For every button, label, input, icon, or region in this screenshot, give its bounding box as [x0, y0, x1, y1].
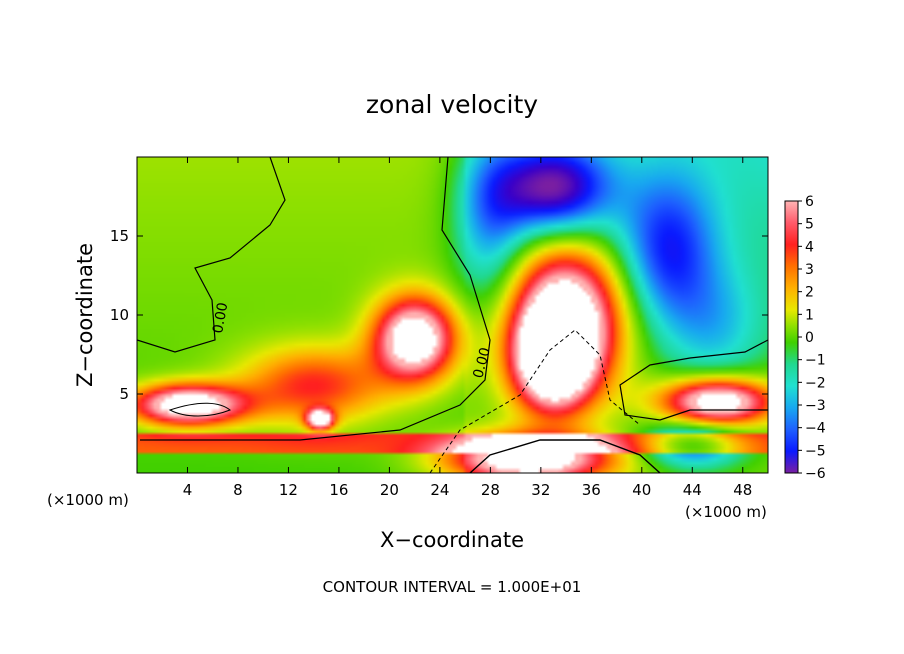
- bubble-contour-line: [168, 402, 231, 417]
- zero-contour-line-center: [140, 157, 491, 441]
- colorbar-tick-label: 1: [805, 307, 814, 323]
- colorbar-tick-label: −1: [805, 353, 826, 369]
- colorbar-tick-label: 3: [805, 262, 814, 278]
- x-tick-label: 20: [380, 481, 399, 499]
- contour-label-left: 0.00: [210, 301, 231, 334]
- negative-contour-line: [429, 329, 641, 473]
- x-tick-label: 24: [430, 481, 449, 499]
- y-axis-label: Z−coordinate: [73, 243, 97, 387]
- contour-label-center: 0.00: [470, 346, 494, 380]
- x-unit-label-left: (×1000 m): [47, 491, 129, 509]
- x-tick-label: 44: [683, 481, 702, 499]
- heatmap-raster: [137, 157, 768, 473]
- y-axis-ticks: 5 10 15: [110, 227, 768, 403]
- x-axis-ticks: 4 8 12 16 20 24 28 32 36 40 44 48: [183, 157, 752, 499]
- colorbar-tick-label: −5: [805, 443, 826, 459]
- x-tick-label: 16: [329, 481, 348, 499]
- colorbar-tick-label: −4: [805, 421, 826, 437]
- x-tick-label: 12: [279, 481, 298, 499]
- chart-title: zonal velocity: [366, 90, 538, 119]
- heatmap-field: 0.00 0.00: [137, 157, 768, 473]
- right-contour-line: [619, 339, 768, 421]
- y-tick-label: 10: [110, 306, 129, 324]
- colorbar-tick-label: −2: [805, 375, 826, 391]
- colorbar-tick-label: 4: [805, 239, 814, 255]
- colorbar-tick-label: 0: [805, 330, 814, 346]
- x-tick-label: 32: [531, 481, 550, 499]
- x-tick-label: 40: [632, 481, 651, 499]
- lower-contour-line: [469, 439, 661, 473]
- zero-contour-line-left: [137, 157, 286, 353]
- y-tick-label: 5: [119, 385, 129, 403]
- x-tick-label: 48: [733, 481, 752, 499]
- colorbar-tick-label: 6: [805, 194, 814, 210]
- x-unit-label-right: (×1000 m): [685, 503, 767, 521]
- x-tick-label: 36: [582, 481, 601, 499]
- contour-lines: [137, 157, 768, 473]
- x-axis-label: X−coordinate: [380, 528, 524, 552]
- colorbar-tick-label: −3: [805, 398, 826, 414]
- colorbar-tick-label: −6: [805, 466, 826, 482]
- contour-labels: 0.00 0.00: [210, 301, 494, 380]
- colorbar-tick-label: 2: [805, 285, 814, 301]
- colorbar-ticks: 6 5 4 3 2 1 0 −1 −2 −3 −4 −5 −6: [798, 194, 826, 482]
- y-tick-label: 15: [110, 227, 129, 245]
- contour-interval-note: CONTOUR INTERVAL = 1.000E+01: [323, 578, 582, 596]
- x-tick-label: 28: [481, 481, 500, 499]
- x-tick-label: 4: [183, 481, 193, 499]
- colorbar-tick-label: 5: [805, 217, 814, 233]
- colorbar: [784, 200, 799, 474]
- x-tick-label: 8: [233, 481, 243, 499]
